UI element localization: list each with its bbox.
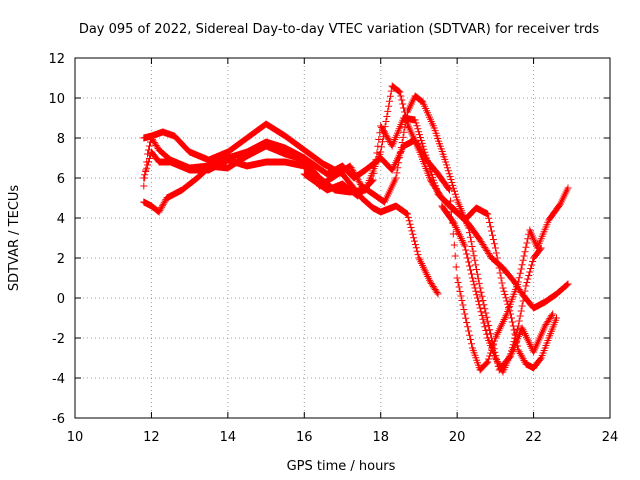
plus-markers xyxy=(300,114,560,372)
x-tick-label: 16 xyxy=(296,430,313,445)
x-tick-label: 14 xyxy=(220,430,237,445)
y-tick-label: 8 xyxy=(57,132,65,147)
data-points xyxy=(140,82,572,376)
y-tick-label: 2 xyxy=(57,252,65,267)
y-axis-tick-labels: -6 -4 -2 0 2 4 6 8 10 12 xyxy=(48,52,65,427)
x-axis-tick-labels: 10 12 14 16 18 20 22 24 xyxy=(67,430,619,445)
y-tick-label: 0 xyxy=(57,292,65,307)
plus-markers xyxy=(438,202,545,376)
axis-ticks xyxy=(74,57,611,419)
y-tick-label: 6 xyxy=(57,172,65,187)
y-tick-label: -6 xyxy=(52,412,65,427)
x-tick-label: 18 xyxy=(372,430,389,445)
y-tick-label: -4 xyxy=(52,372,65,387)
y-axis-label: SDTVAR / TECUs xyxy=(7,185,22,292)
x-tick-label: 20 xyxy=(449,430,466,445)
y-tick-label: 10 xyxy=(48,92,65,107)
y-tick-label: 12 xyxy=(48,52,65,67)
y-tick-label: 4 xyxy=(57,212,65,227)
x-tick-label: 24 xyxy=(602,430,619,445)
series-track xyxy=(438,202,545,376)
x-tick-label: 22 xyxy=(525,430,542,445)
x-tick-label: 12 xyxy=(143,430,160,445)
plot-frame xyxy=(74,57,611,419)
series-track xyxy=(300,114,560,372)
x-tick-label: 10 xyxy=(67,430,84,445)
y-tick-label: -2 xyxy=(52,332,65,347)
chart-title: Day 095 of 2022, Sidereal Day-to-day VTE… xyxy=(79,22,600,37)
x-axis-label: GPS time / hours xyxy=(287,459,396,474)
